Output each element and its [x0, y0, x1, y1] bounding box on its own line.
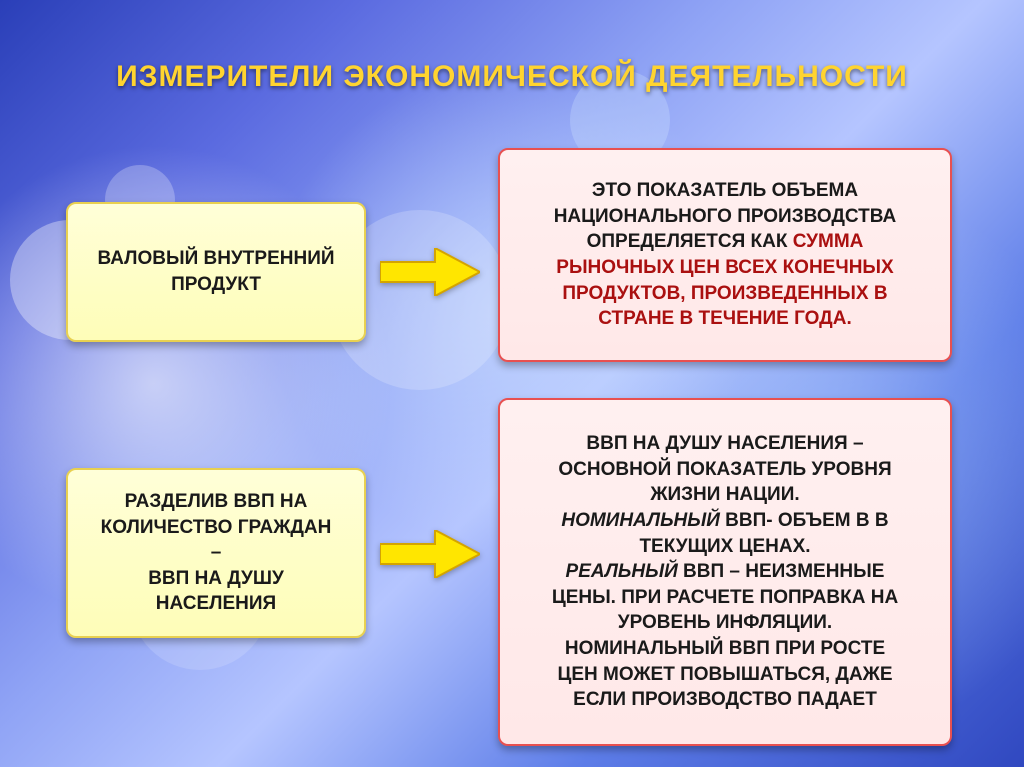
box-gdp-text: ВАЛОВЫЙ ВНУТРЕННИЙ ПРОДУКТ [80, 246, 352, 297]
text-line: РЫНОЧНЫХ ЦЕН ВСЕХ КОНЕЧНЫХ [554, 255, 897, 281]
box-gdp-per-capita-text: РАЗДЕЛИВ ВВП НАКОЛИЧЕСТВО ГРАЖДАН–ВВП НА… [101, 489, 332, 617]
box-gdp-per-capita: РАЗДЕЛИВ ВВП НАКОЛИЧЕСТВО ГРАЖДАН–ВВП НА… [66, 468, 366, 638]
text-line: УРОВЕНЬ ИНФЛЯЦИИ. [552, 610, 898, 636]
box-gdp-types-text: ВВП НА ДУШУ НАСЕЛЕНИЯ –ОСНОВНОЙ ПОКАЗАТЕ… [552, 431, 898, 713]
text-segment: НОМИНАЛЬНЫЙ [561, 510, 720, 531]
text-line: РАЗДЕЛИВ ВВП НА [101, 489, 332, 515]
text-line: ЦЕН МОЖЕТ ПОВЫШАТЬСЯ, ДАЖЕ [552, 662, 898, 688]
box-gdp-definition-text: ЭТО ПОКАЗАТЕЛЬ ОБЪЕМАНАЦИОНАЛЬНОГО ПРОИЗ… [554, 178, 897, 332]
text-line: КОЛИЧЕСТВО ГРАЖДАН [101, 515, 332, 541]
text-line: ОПРЕДЕЛЯЕТСЯ КАК СУММА [554, 229, 897, 255]
slide-root: ИЗМЕРИТЕЛИ ЭКОНОМИЧЕСКОЙ ДЕЯТЕЛЬНОСТИ ВА… [0, 0, 1024, 767]
text-segment: ВВП- ОБЪЕМ В В [720, 510, 889, 531]
text-line: – [101, 540, 332, 566]
arrow-1-icon [380, 248, 480, 296]
text-line: ЦЕНЫ. ПРИ РАСЧЕТЕ ПОПРАВКА НА [552, 585, 898, 611]
text-segment: ВВП – НЕИЗМЕННЫЕ [678, 561, 885, 582]
text-line: ВВП НА ДУШУ [101, 566, 332, 592]
slide-title: ИЗМЕРИТЕЛИ ЭКОНОМИЧЕСКОЙ ДЕЯТЕЛЬНОСТИ [0, 60, 1024, 94]
text-segment: ОПРЕДЕЛЯЕТСЯ КАК [587, 231, 793, 252]
text-line: НОМИНАЛЬНЫЙ ВВП ПРИ РОСТЕ [552, 636, 898, 662]
box-gdp-types: ВВП НА ДУШУ НАСЕЛЕНИЯ –ОСНОВНОЙ ПОКАЗАТЕ… [498, 398, 952, 746]
text-line: ОСНОВНОЙ ПОКАЗАТЕЛЬ УРОВНЯ [552, 457, 898, 483]
text-line: ВВП НА ДУШУ НАСЕЛЕНИЯ – [552, 431, 898, 457]
box-gdp: ВАЛОВЫЙ ВНУТРЕННИЙ ПРОДУКТ [66, 202, 366, 342]
text-segment: СУММА [793, 231, 864, 252]
box-gdp-definition: ЭТО ПОКАЗАТЕЛЬ ОБЪЕМАНАЦИОНАЛЬНОГО ПРОИЗ… [498, 148, 952, 362]
text-line: ПРОДУКТОВ, ПРОИЗВЕДЕННЫХ В [554, 281, 897, 307]
text-line: НАСЕЛЕНИЯ [101, 591, 332, 617]
arrow-2-icon [380, 530, 480, 578]
text-segment: РЕАЛЬНЫЙ [566, 561, 678, 582]
text-line: ЭТО ПОКАЗАТЕЛЬ ОБЪЕМА [554, 178, 897, 204]
text-line: ЕСЛИ ПРОИЗВОДСТВО ПАДАЕТ [552, 687, 898, 713]
text-line: НОМИНАЛЬНЫЙ ВВП- ОБЪЕМ В В [552, 508, 898, 534]
text-line: ЖИЗНИ НАЦИИ. [552, 482, 898, 508]
text-line: РЕАЛЬНЫЙ ВВП – НЕИЗМЕННЫЕ [552, 559, 898, 585]
text-line: ТЕКУЩИХ ЦЕНАХ. [552, 534, 898, 560]
text-line: НАЦИОНАЛЬНОГО ПРОИЗВОДСТВА [554, 204, 897, 230]
text-line: СТРАНЕ В ТЕЧЕНИЕ ГОДА. [554, 306, 897, 332]
